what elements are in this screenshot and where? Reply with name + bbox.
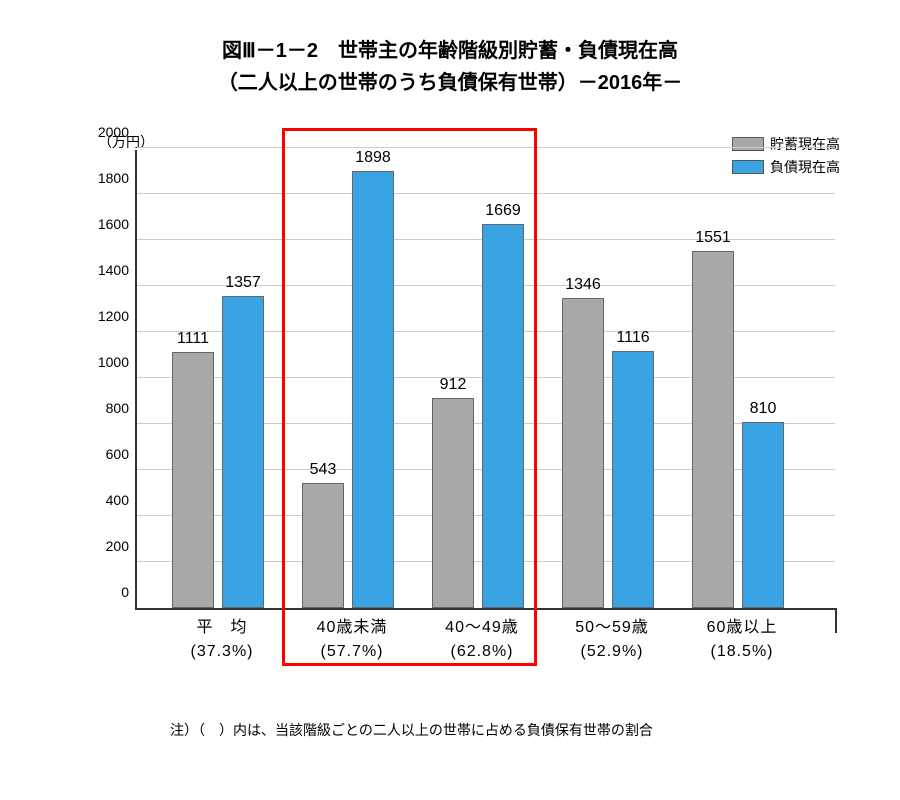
y-tick-label: 1000 [98, 354, 129, 370]
title-line1: 図Ⅲ－1－2 世帯主の年齢階級別貯蓄・負債現在高 [0, 35, 900, 67]
bar-savings [432, 398, 474, 608]
bar-value-label: 810 [733, 400, 793, 418]
bar-debt [612, 351, 654, 608]
y-tick-label: 600 [106, 446, 129, 462]
bar-savings [302, 483, 344, 608]
bar-value-label: 1357 [213, 274, 273, 292]
bar-value-label: 912 [423, 376, 483, 394]
bar-debt [352, 171, 394, 608]
bar-value-label: 1346 [553, 276, 613, 294]
bar-debt [482, 224, 524, 608]
y-tick-label: 1200 [98, 308, 129, 324]
footnote: 注）（ ）内は、当該階級ごとの二人以上の世帯に占める負債保有世帯の割合 [170, 720, 653, 740]
y-tick-label: 1400 [98, 262, 129, 278]
x-category-label: 60歳以上(18.5%) [662, 616, 822, 664]
chart-title: 図Ⅲ－1－2 世帯主の年齢階級別貯蓄・負債現在高 （二人以上の世帯のうち負債保有… [0, 0, 900, 99]
bar-value-label: 1111 [163, 330, 223, 348]
bar-value-label: 1551 [683, 229, 743, 247]
bar-debt [742, 422, 784, 608]
bar-savings [692, 251, 734, 608]
gridline [137, 193, 835, 194]
y-tick-label: 800 [106, 400, 129, 416]
legend-swatch-1 [732, 137, 764, 151]
y-tick-label: 0 [121, 584, 129, 600]
y-tick-label: 1600 [98, 216, 129, 232]
y-tick-label: 1800 [98, 170, 129, 186]
y-tick-label: 2000 [98, 124, 129, 140]
chart-area: （万円） 貯蓄現在高 負債現在高 02004006008001000120014… [60, 140, 850, 700]
bar-value-label: 1669 [473, 202, 533, 220]
y-tick-label: 200 [106, 538, 129, 554]
bar-savings [562, 298, 604, 608]
bar-savings [172, 352, 214, 608]
bar-debt [222, 296, 264, 608]
title-line2: （二人以上の世帯のうち負債保有世帯）－2016年－ [0, 67, 900, 99]
bar-value-label: 1116 [603, 329, 663, 347]
y-tick-label: 400 [106, 492, 129, 508]
bar-value-label: 543 [293, 461, 353, 479]
bar-value-label: 1898 [343, 149, 403, 167]
gridline [137, 147, 835, 148]
plot-area: 0200400600800100012001400160018002000111… [135, 150, 835, 610]
